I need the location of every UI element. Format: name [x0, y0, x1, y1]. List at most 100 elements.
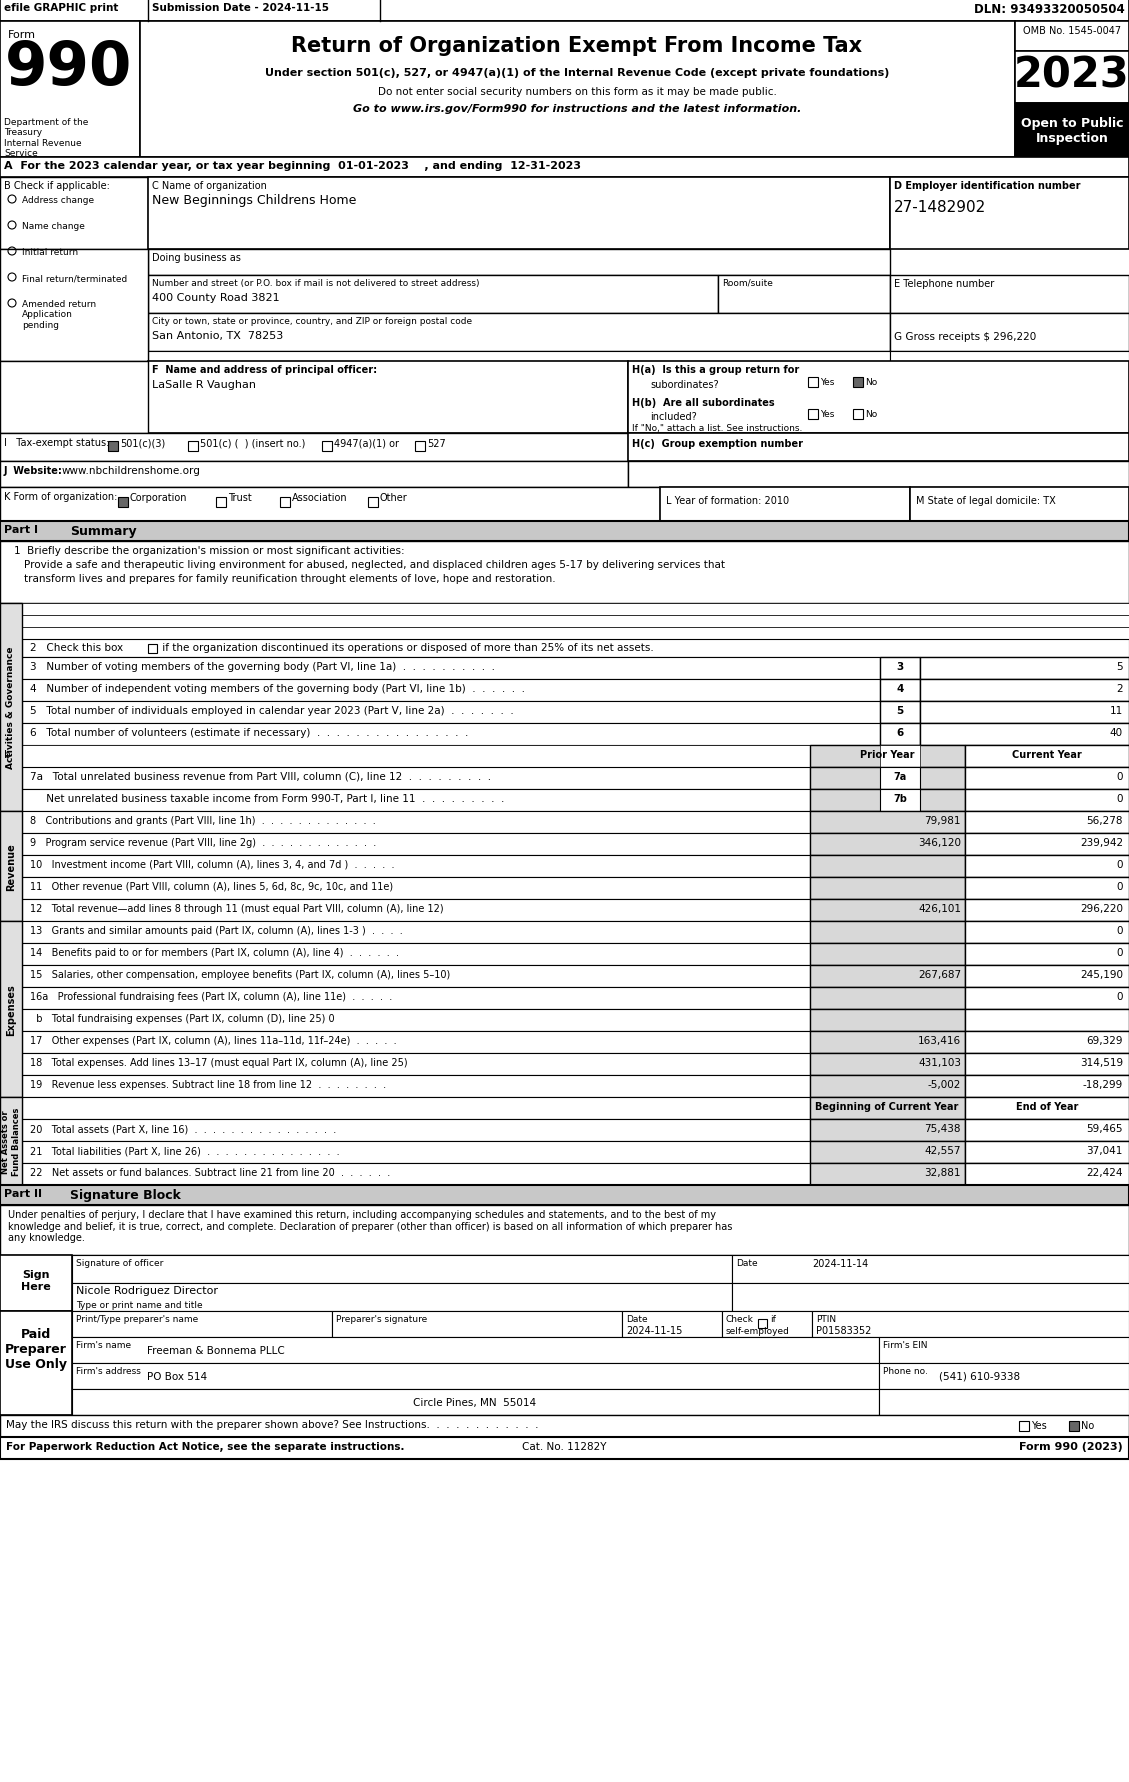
Text: DLN: 93493320050504: DLN: 93493320050504 [974, 4, 1124, 16]
Bar [890, 178, 1129, 249]
Bar [809, 1098, 965, 1119]
Bar [809, 900, 965, 921]
Text: 346,120: 346,120 [918, 838, 961, 848]
Text: D Employer identification number: D Employer identification number [894, 182, 1080, 191]
Text: Prior Year: Prior Year [860, 750, 914, 759]
Bar [628, 462, 1129, 488]
Text: PTIN: PTIN [816, 1315, 837, 1324]
Bar [732, 1255, 1129, 1283]
Text: Submission Date - 2024-11-15: Submission Date - 2024-11-15 [152, 4, 329, 12]
Bar [660, 488, 910, 522]
Text: 5: 5 [1117, 661, 1123, 672]
Text: Yes: Yes [820, 410, 834, 419]
Text: Initial return: Initial return [21, 248, 78, 257]
Bar [879, 1390, 1129, 1415]
Text: Cat. No. 11282Y: Cat. No. 11282Y [522, 1442, 606, 1451]
Bar [965, 900, 1129, 921]
Bar [148, 178, 890, 249]
Bar [809, 1164, 965, 1185]
Bar [148, 362, 628, 433]
Text: 37,041: 37,041 [1086, 1146, 1123, 1155]
Bar [72, 1390, 879, 1415]
Text: K Form of organization:: K Form of organization: [5, 492, 117, 503]
Bar [216, 497, 226, 508]
Text: 501(c)(3): 501(c)(3) [120, 438, 165, 449]
Bar [0, 159, 1129, 178]
Text: 3   Number of voting members of the governing body (Part VI, line 1a)  .  .  .  : 3 Number of voting members of the govern… [30, 661, 495, 672]
Text: 69,329: 69,329 [1086, 1035, 1123, 1046]
Text: Print/Type preparer's name: Print/Type preparer's name [76, 1315, 199, 1324]
Text: Nicole Rodriguez Director: Nicole Rodriguez Director [76, 1285, 218, 1296]
Text: C Name of organization: C Name of organization [152, 182, 266, 191]
Bar [21, 627, 1129, 640]
Bar [809, 834, 965, 855]
Bar [920, 658, 1129, 679]
Bar [0, 1312, 72, 1415]
Text: H(b)  Are all subordinates: H(b) Are all subordinates [632, 397, 774, 408]
Bar [879, 1336, 1129, 1363]
Text: Type or print name and title: Type or print name and title [76, 1301, 202, 1310]
Text: 6   Total number of volunteers (estimate if necessary)  .  .  .  .  .  .  .  .  : 6 Total number of volunteers (estimate i… [30, 727, 469, 738]
Text: b   Total fundraising expenses (Part IX, column (D), line 25) 0: b Total fundraising expenses (Part IX, c… [30, 1014, 334, 1023]
Text: 40: 40 [1110, 727, 1123, 738]
Text: 6: 6 [896, 727, 903, 738]
Text: 7a: 7a [893, 772, 907, 782]
Bar [965, 834, 1129, 855]
Text: Beginning of Current Year: Beginning of Current Year [815, 1101, 959, 1112]
Bar [809, 811, 965, 834]
Text: 22,424: 22,424 [1086, 1167, 1123, 1178]
Text: 431,103: 431,103 [918, 1057, 961, 1067]
Text: Current Year: Current Year [1012, 750, 1082, 759]
Text: Address change: Address change [21, 196, 94, 205]
Text: 2: 2 [1117, 684, 1123, 693]
Text: Form: Form [8, 30, 36, 39]
Text: Open to Public
Inspection: Open to Public Inspection [1021, 118, 1123, 144]
Text: F  Name and address of principal officer:: F Name and address of principal officer: [152, 365, 377, 374]
Bar [72, 1312, 332, 1336]
Bar [809, 1140, 965, 1164]
Bar [809, 966, 965, 987]
Text: Firm's EIN: Firm's EIN [883, 1340, 928, 1349]
Text: H(a)  Is this a group return for: H(a) Is this a group return for [632, 365, 799, 374]
Text: E Telephone number: E Telephone number [894, 278, 995, 289]
Bar [72, 1283, 732, 1312]
Bar [0, 811, 21, 921]
Bar [0, 921, 21, 1098]
Bar [965, 1009, 1129, 1032]
Text: B Check if applicable:: B Check if applicable: [5, 182, 110, 191]
Text: 267,687: 267,687 [918, 969, 961, 980]
Bar [854, 378, 863, 388]
Text: Phone no.: Phone no. [883, 1367, 928, 1376]
Text: New Beginnings Childrens Home: New Beginnings Childrens Home [152, 194, 357, 207]
Bar [718, 276, 890, 314]
Bar [21, 811, 809, 834]
Text: H(c)  Group exemption number: H(c) Group exemption number [632, 438, 803, 449]
Bar [879, 745, 920, 768]
Text: 9   Program service revenue (Part VIII, line 2g)  .  .  .  .  .  .  .  .  .  .  : 9 Program service revenue (Part VIII, li… [30, 838, 376, 848]
Bar [965, 768, 1129, 789]
Text: 0: 0 [1117, 859, 1123, 870]
Bar [21, 768, 809, 789]
Text: 0: 0 [1117, 793, 1123, 804]
Bar [0, 1255, 72, 1312]
Text: Preparer's signature: Preparer's signature [336, 1315, 427, 1324]
Text: No: No [865, 410, 877, 419]
Bar [119, 497, 128, 508]
Bar [148, 351, 890, 362]
Bar [920, 702, 1129, 723]
Text: 12   Total revenue—add lines 8 through 11 (must equal Part VIII, column (A), lin: 12 Total revenue—add lines 8 through 11 … [30, 903, 444, 914]
Bar [965, 921, 1129, 943]
Text: Sign
Here: Sign Here [21, 1269, 51, 1290]
Text: Under section 501(c), 527, or 4947(a)(1) of the Internal Revenue Code (except pr: Under section 501(c), 527, or 4947(a)(1)… [265, 68, 890, 78]
Text: 990: 990 [5, 39, 132, 98]
Text: 4947(a)(1) or: 4947(a)(1) or [334, 438, 399, 449]
Bar [965, 1032, 1129, 1053]
Text: Department of the
Treasury
Internal Revenue
Service: Department of the Treasury Internal Reve… [5, 118, 88, 159]
Bar [879, 723, 920, 745]
Bar [72, 1336, 879, 1363]
Bar [21, 1164, 809, 1185]
Bar [628, 362, 1129, 433]
Text: 10   Investment income (Part VIII, column (A), lines 3, 4, and 7d )  .  .  .  . : 10 Investment income (Part VIII, column … [30, 859, 394, 870]
Bar [854, 410, 863, 421]
Bar [890, 276, 1129, 314]
